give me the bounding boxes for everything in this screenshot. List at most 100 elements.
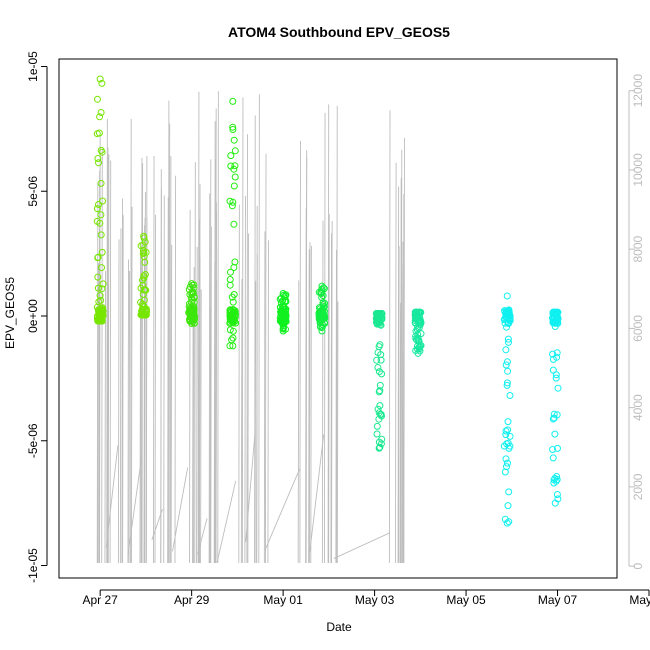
altitude-spike [107, 154, 110, 563]
data-point [229, 342, 237, 350]
data-point [96, 113, 104, 121]
data-point [318, 285, 326, 293]
altitude-spike [198, 257, 201, 563]
data-point [279, 320, 286, 328]
data-point [551, 499, 559, 507]
data-point [372, 310, 380, 317]
y2-tick-label: 6000 [631, 315, 645, 342]
data-point [502, 311, 510, 319]
data-point [503, 358, 511, 366]
data-point [318, 324, 326, 332]
altitude-spike [169, 156, 172, 563]
data-point [228, 202, 236, 210]
data-point [279, 327, 287, 335]
data-point [140, 272, 148, 280]
data-point [277, 299, 285, 306]
data-point [550, 414, 558, 422]
data-point [504, 502, 512, 510]
data-point [415, 313, 423, 321]
altitude-ferry-line [127, 454, 143, 556]
data-point [373, 422, 381, 430]
data-point [549, 454, 557, 462]
data-point [98, 285, 106, 293]
data-point [501, 468, 509, 476]
altitude-spike [215, 212, 217, 563]
altitude-spike [96, 182, 99, 563]
altitude-ferry-line [216, 480, 237, 563]
data-point [140, 311, 148, 319]
data-point [506, 392, 514, 399]
data-point [416, 321, 424, 329]
data-point [503, 379, 511, 387]
altitude-spike [388, 110, 391, 563]
data-point [549, 366, 557, 374]
altitude-spike [109, 160, 112, 563]
altitude-spike [119, 228, 122, 563]
data-point [551, 323, 559, 330]
data-point [96, 317, 104, 325]
data-point [375, 444, 383, 452]
data-point [277, 304, 284, 311]
altitude-ferry-line [105, 445, 119, 548]
data-point [506, 432, 514, 440]
data-point [374, 314, 382, 322]
altitude-spike [174, 175, 177, 563]
altitude-spike [240, 278, 243, 563]
data-point [277, 308, 285, 316]
altitude-spike [241, 97, 244, 563]
data-point [279, 290, 287, 297]
plot-frame [58, 58, 618, 579]
altitude-spike [140, 158, 143, 563]
altitude-spike [399, 303, 402, 563]
y-tick-label: 0e+00 [26, 299, 40, 333]
data-point [97, 179, 105, 187]
altitude-spike [168, 123, 171, 563]
chart-title: ATOM4 Southbound EPV_GEOS5 [228, 24, 450, 40]
data-point [553, 473, 561, 480]
data-point [376, 443, 384, 451]
altitude-spike [200, 289, 202, 563]
altitude-spike [117, 239, 120, 563]
data-point [318, 282, 326, 290]
data-point [503, 519, 511, 527]
data-point [139, 276, 146, 284]
data-point [97, 109, 105, 116]
altitude-spike [305, 207, 307, 563]
data-point [378, 435, 386, 443]
altitude-ferry-line [264, 468, 301, 551]
data-point [98, 264, 105, 272]
data-point [99, 197, 107, 205]
data-point [229, 123, 237, 131]
data-point [321, 314, 329, 322]
data-point [98, 79, 106, 87]
data-point [94, 273, 102, 281]
altitude-spike [324, 112, 326, 563]
altitude-ferry-line [172, 467, 189, 552]
altitude-spike [267, 240, 269, 563]
data-point [552, 374, 560, 382]
data-point [139, 300, 147, 308]
data-point [553, 315, 561, 323]
y2-tick-label: 4000 [631, 394, 645, 421]
data-point [229, 316, 237, 324]
altitude-spike [210, 226, 212, 563]
data-point [137, 298, 145, 306]
data-point [377, 411, 385, 418]
altitude-spike [98, 170, 101, 563]
altitude-spike [154, 214, 157, 563]
data-point [554, 444, 561, 452]
data-point [553, 349, 561, 357]
data-point [504, 367, 512, 375]
altitude-spike [402, 194, 405, 563]
data-point [95, 159, 102, 167]
data-point [94, 155, 102, 162]
altitude-spike [246, 134, 248, 563]
data-point [549, 355, 557, 363]
data-point [228, 336, 236, 344]
altitude-spike [263, 231, 266, 563]
data-point [231, 258, 239, 266]
data-point [282, 297, 290, 305]
altitude-spike [167, 100, 170, 563]
x-tick-label: May 05 [446, 593, 486, 607]
